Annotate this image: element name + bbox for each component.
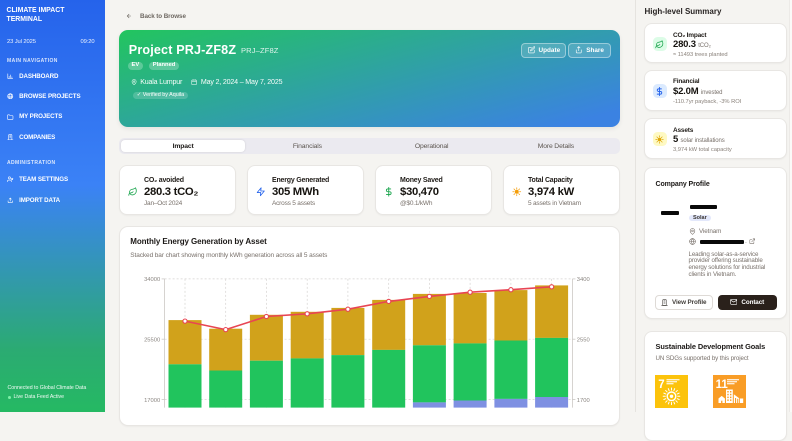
svg-text:7: 7 — [658, 379, 664, 391]
svg-text:17000: 17000 — [144, 398, 160, 404]
svg-text:1700: 1700 — [577, 398, 590, 404]
svg-text:25500: 25500 — [144, 338, 160, 344]
svg-text:34000: 34000 — [144, 277, 160, 283]
svg-text:11: 11 — [715, 379, 728, 391]
svg-text:3400: 3400 — [577, 277, 590, 283]
svg-text:2550: 2550 — [577, 338, 590, 344]
